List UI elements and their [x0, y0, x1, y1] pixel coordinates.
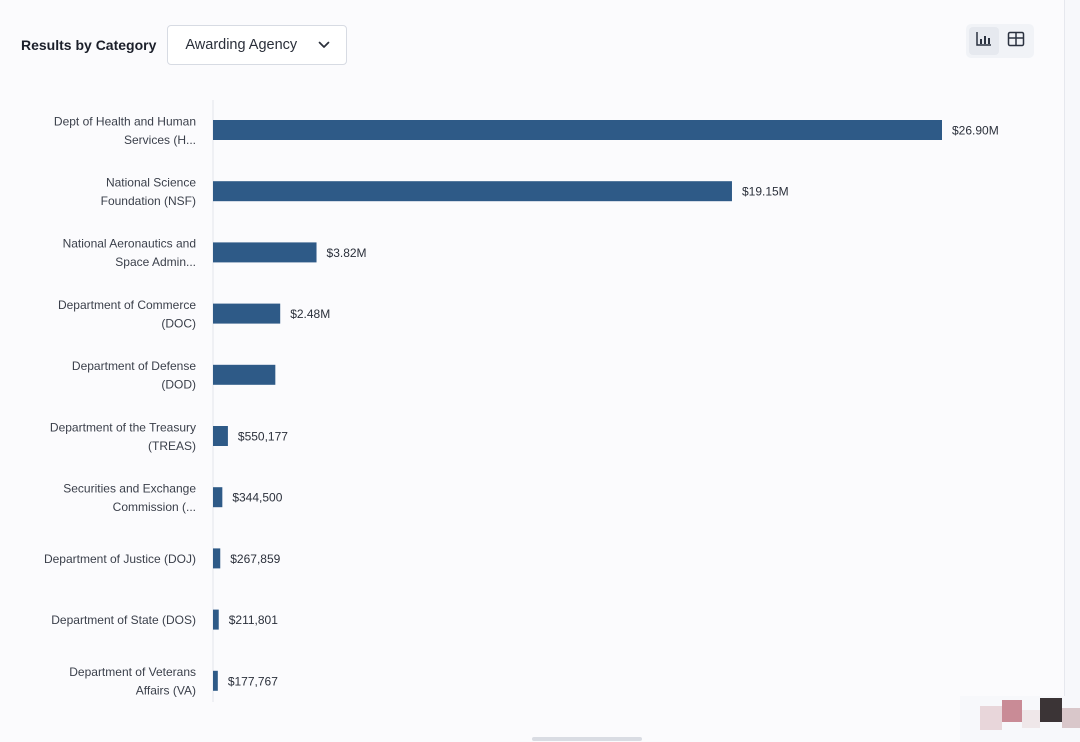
bar[interactable]	[213, 426, 228, 446]
bar-value-label: $550,177	[238, 430, 288, 444]
chart-view-button[interactable]	[969, 27, 999, 55]
bar[interactable]	[213, 303, 281, 324]
category-dropdown-label: Awarding Agency	[185, 37, 298, 53]
category-tick-label: Services (H...	[124, 133, 196, 147]
bar[interactable]	[213, 242, 317, 263]
category-tick-label: Department of Justice (DOJ)	[44, 552, 196, 566]
view-toggle	[966, 24, 1034, 58]
bar[interactable]	[213, 364, 276, 385]
bar-value-label: $344,500	[232, 491, 282, 505]
scroll-handle[interactable]	[532, 737, 642, 741]
bar[interactable]	[213, 670, 218, 691]
bar[interactable]	[213, 181, 732, 202]
bar-value-label: $19.15M	[742, 185, 789, 199]
category-tick-label: Securities and Exchange	[63, 481, 196, 495]
category-tick-label: National Science	[106, 175, 196, 189]
bar[interactable]	[213, 487, 223, 508]
category-tick-label: National Aeronautics and	[63, 237, 196, 251]
category-tick-label: Department of State (DOS)	[51, 613, 196, 627]
category-dropdown[interactable]: Awarding Agency	[167, 25, 348, 65]
bar[interactable]	[213, 548, 221, 569]
chevron-down-icon	[318, 37, 330, 53]
category-tick-label: (DOC)	[161, 316, 196, 330]
category-tick-label: Foundation (NSF)	[101, 194, 196, 208]
category-tick-label: Department of Commerce	[58, 298, 196, 312]
category-tick-label: Department of the Treasury	[50, 420, 196, 434]
bar-value-label: $211,801	[229, 613, 278, 627]
results-by-category-title: Results by Category	[21, 37, 157, 53]
bar-value-label: $2.48M	[290, 307, 330, 321]
bar-value-label: $177,767	[228, 674, 278, 688]
agency-bar-chart: Dept of Health and Human Services (H... $2…	[44, 100, 999, 702]
category-tick-label: Commission (...	[113, 500, 196, 514]
corner-watermark	[960, 696, 1080, 742]
category-tick-label: (DOD)	[161, 378, 196, 392]
bar-value-label: $267,859	[230, 552, 280, 566]
bar-value-label: $3.82M	[327, 246, 367, 260]
results-header: Results by Category Awarding Agency	[21, 24, 348, 66]
category-tick-label: Space Admin...	[115, 255, 196, 269]
category-tick-label: Department of Defense	[72, 359, 196, 373]
category-tick-label: Dept of Health and Human	[54, 114, 196, 128]
category-tick-label: Department of Veterans	[69, 665, 196, 679]
category-tick-label: (TREAS)	[148, 439, 196, 453]
bar[interactable]	[213, 609, 219, 630]
category-tick-label: Affairs (VA)	[136, 684, 196, 698]
table-icon	[1007, 31, 1025, 52]
bar[interactable]	[213, 120, 942, 140]
bar-chart-icon	[975, 31, 993, 52]
table-view-button[interactable]	[1001, 27, 1031, 55]
bar-value-label: $26.90M	[952, 124, 999, 138]
